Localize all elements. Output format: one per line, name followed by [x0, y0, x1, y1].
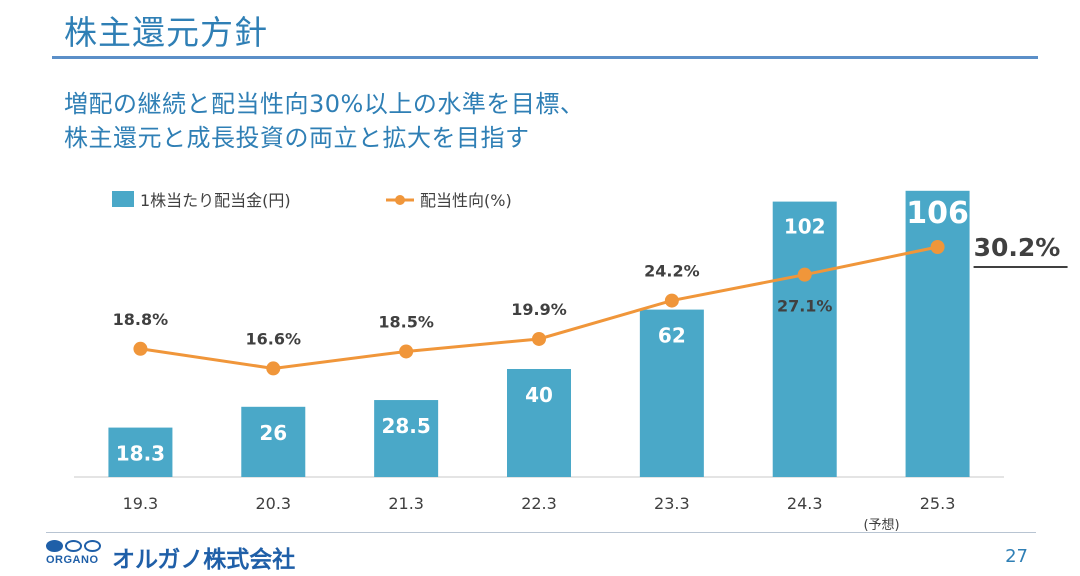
- company-name: オルガノ株式会社: [112, 547, 296, 573]
- x-tick-label: 24.3: [787, 494, 823, 513]
- line-value-label: 18.5%: [378, 312, 434, 331]
- bar-value-label: 26: [259, 421, 287, 445]
- bar: [108, 427, 173, 477]
- bar-value-label: 40: [525, 383, 553, 407]
- legend-marker-line: [395, 195, 405, 205]
- bar-value-label: 28.5: [381, 414, 430, 438]
- logo-ring-icon: [65, 540, 82, 552]
- logo-ring-icon: [84, 540, 101, 552]
- line-value-label: 19.9%: [511, 300, 567, 319]
- line-point: [797, 267, 812, 282]
- line-point: [133, 341, 148, 356]
- bar: [374, 400, 439, 477]
- bar-value-label: 62: [658, 324, 686, 348]
- logo-wordmark: ORGANO: [46, 554, 99, 566]
- logo-dot-icon: [46, 540, 63, 552]
- footer-divider: [46, 532, 1036, 533]
- forecast-note: (予想): [863, 517, 899, 533]
- line-value-label: 30.2%: [974, 233, 1061, 262]
- legend-swatch-bar: [112, 191, 134, 207]
- line-value-label: 18.8%: [113, 310, 169, 329]
- bar: [639, 309, 704, 477]
- bar: [241, 406, 306, 477]
- x-tick-label: 25.3: [920, 494, 956, 513]
- bar-value-label: 106: [906, 196, 969, 231]
- legend-label-bar: 1株当たり配当金(円): [140, 191, 291, 210]
- bar: [905, 190, 970, 478]
- x-tick-label: 22.3: [521, 494, 557, 513]
- page-number: 27: [1005, 546, 1028, 567]
- line-point: [266, 361, 281, 376]
- line-value-label: 27.1%: [777, 297, 833, 316]
- x-tick-label: 19.3: [123, 494, 159, 513]
- legend-label-line: 配当性向(%): [420, 191, 512, 210]
- bar-value-label: 102: [784, 215, 826, 239]
- title-divider: [52, 56, 1038, 59]
- line-point: [664, 293, 679, 308]
- bar: [507, 369, 571, 477]
- line-point: [532, 331, 546, 346]
- page-title: 株主還元方針: [64, 13, 268, 52]
- subtitle-line-2: 株主還元と成長投資の両立と拡大を目指す: [64, 124, 530, 152]
- x-tick-label: 23.3: [654, 494, 690, 513]
- line-point: [930, 240, 945, 254]
- x-tick-label: 20.3: [255, 494, 291, 513]
- x-tick-label: 21.3: [388, 494, 424, 513]
- line-point: [399, 344, 414, 359]
- line-value-label: 24.2%: [644, 262, 700, 281]
- bar-value-label: 18.3: [116, 442, 165, 466]
- organo-logo: ORGANO: [46, 540, 106, 574]
- bar: [772, 201, 837, 477]
- subtitle-line-1: 増配の継続と配当性向30%以上の水準を目標、: [64, 90, 585, 118]
- line-value-label: 16.6%: [246, 329, 302, 348]
